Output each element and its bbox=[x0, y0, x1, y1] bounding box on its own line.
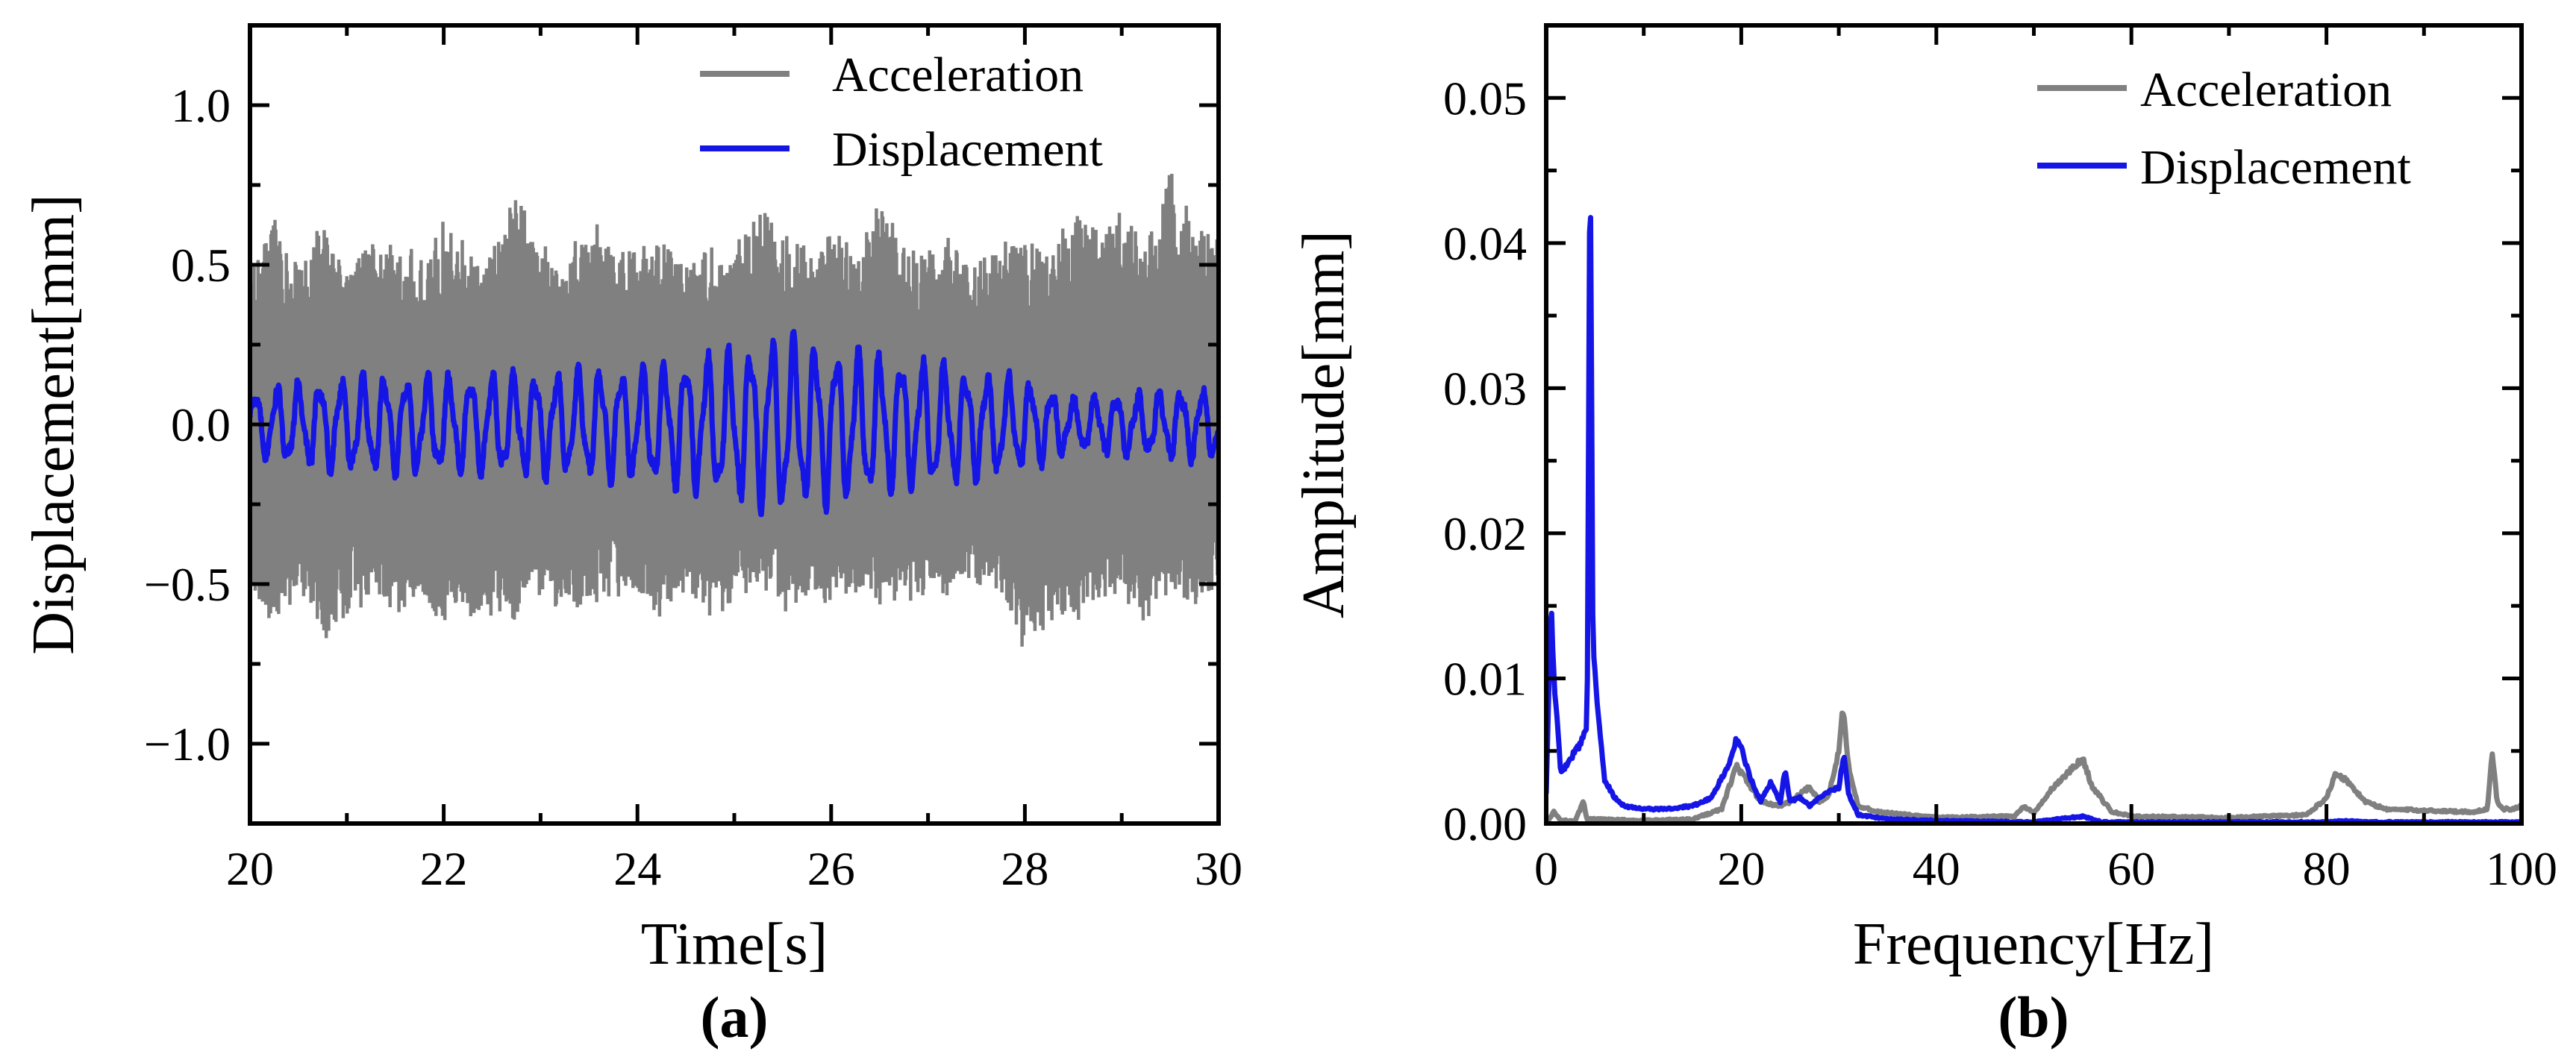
ticks-b bbox=[1544, 23, 2524, 826]
x-tick-label: 60 bbox=[2107, 842, 2155, 895]
x-tick-label: 26 bbox=[807, 842, 855, 895]
x-tick-label: 20 bbox=[226, 842, 274, 895]
y-tick-label: 0.03 bbox=[1443, 362, 1527, 415]
x-tick-label: 30 bbox=[1195, 842, 1242, 895]
x-tick-label: 40 bbox=[1913, 842, 1960, 895]
legend-label-acceleration: Acceleration bbox=[2140, 63, 2392, 117]
panel-a-time-history: 20 22 24 26 28 30 −1.0 −0.5 0.0 0.5 1.0 Accelerati… bbox=[21, 23, 1242, 1050]
x-tick-label: 80 bbox=[2303, 842, 2351, 895]
axes-frame-a bbox=[248, 23, 1221, 826]
y-tick-label: 0.5 bbox=[171, 239, 231, 292]
y-tick-label: 0.02 bbox=[1443, 507, 1527, 560]
tick-labels-b: 0 20 40 60 80 100 0.00 0.01 0.02 0.03 0.04 0.05 bbox=[1443, 72, 2557, 895]
plot-area-b bbox=[1546, 215, 2522, 824]
line-acceleration bbox=[250, 173, 1219, 647]
panel-b-spectrum: 0 20 40 60 80 100 0.00 0.01 0.02 0.03 0.04 0.05 Acc… bbox=[1291, 23, 2557, 1050]
x-axis-title-a: Time[s] bbox=[641, 912, 828, 977]
line-displacement bbox=[1546, 215, 2522, 824]
y-tick-label: 1.0 bbox=[171, 79, 231, 132]
y-tick-label: −0.5 bbox=[144, 558, 231, 611]
series-displacement-spectrum bbox=[1546, 215, 2522, 824]
y-axis-title-b: Amplitude[mm] bbox=[1291, 230, 1357, 618]
y-tick-label: −1.0 bbox=[144, 718, 231, 771]
axes-frame-b bbox=[1544, 23, 2524, 826]
series-displacement-time bbox=[250, 328, 1219, 518]
y-tick-label: 0.04 bbox=[1443, 217, 1527, 270]
x-tick-label: 100 bbox=[2486, 842, 2557, 895]
legend-label-displacement: Displacement bbox=[2140, 140, 2411, 195]
panel-label-b: (b) bbox=[1998, 985, 2069, 1050]
x-axis-title-b: Frequency[Hz] bbox=[1853, 912, 2214, 977]
series-acceleration-time bbox=[250, 173, 1219, 647]
legend-label-displacement: Displacement bbox=[832, 122, 1103, 177]
tick-labels-a: 20 22 24 26 28 30 −1.0 −0.5 0.0 0.5 1.0 bbox=[144, 79, 1242, 895]
x-tick-label: 22 bbox=[420, 842, 468, 895]
x-tick-label: 24 bbox=[613, 842, 661, 895]
legend-label-acceleration: Acceleration bbox=[832, 48, 1084, 102]
plot-area-a bbox=[250, 173, 1219, 647]
y-tick-label: 0.01 bbox=[1443, 652, 1527, 705]
legend-b: Acceleration Displacement bbox=[2037, 63, 2411, 195]
line-displacement bbox=[250, 328, 1219, 518]
y-axis-title-a: Displacement[mm] bbox=[21, 194, 87, 655]
x-tick-label: 0 bbox=[1534, 842, 1558, 895]
x-tick-label: 28 bbox=[1001, 842, 1048, 895]
legend-a: Acceleration Displacement bbox=[700, 48, 1103, 177]
y-tick-label: 0.0 bbox=[171, 398, 231, 451]
x-tick-label: 20 bbox=[1717, 842, 1765, 895]
y-tick-label: 0.05 bbox=[1443, 72, 1527, 125]
y-tick-label: 0.00 bbox=[1443, 797, 1527, 850]
panel-label-a: (a) bbox=[701, 985, 769, 1050]
